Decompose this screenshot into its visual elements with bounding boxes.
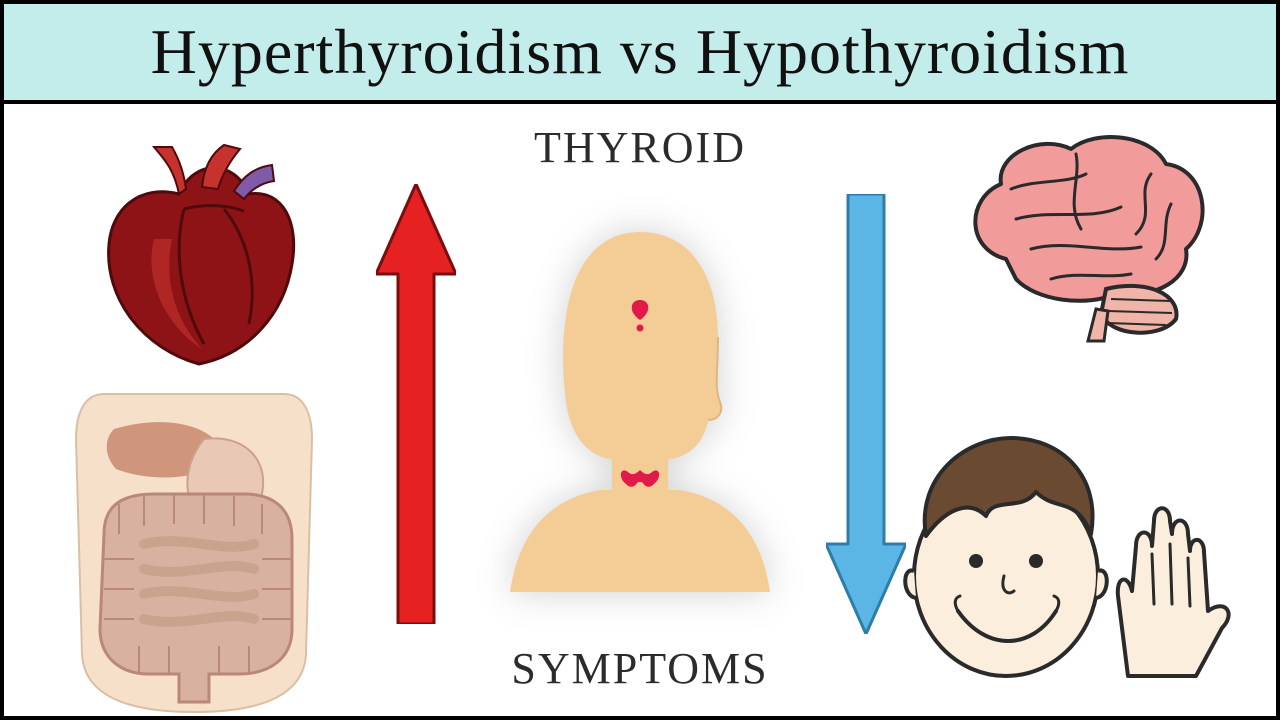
hand-icon [1118,508,1229,676]
brain-icon [956,129,1216,349]
title-bar: Hyperthyroidism vs Hypothyroidism [4,4,1276,104]
digestive-system-icon [44,384,344,714]
arrow-down-icon [826,194,906,634]
label-thyroid: THYROID [534,122,746,173]
label-symptoms: SYMPTOMS [511,643,768,694]
face-icon [905,438,1107,676]
head-thyroid-icon [500,222,780,592]
face-hand-icon [896,426,1236,686]
content-area: THYROID SYMPTOMS [4,104,1276,716]
page-title: Hyperthyroidism vs Hypothyroidism [151,15,1130,89]
heart-icon [84,139,314,369]
infographic-frame: Hyperthyroidism vs Hypothyroidism THYROI… [0,0,1280,720]
arrow-up-icon [376,184,456,624]
